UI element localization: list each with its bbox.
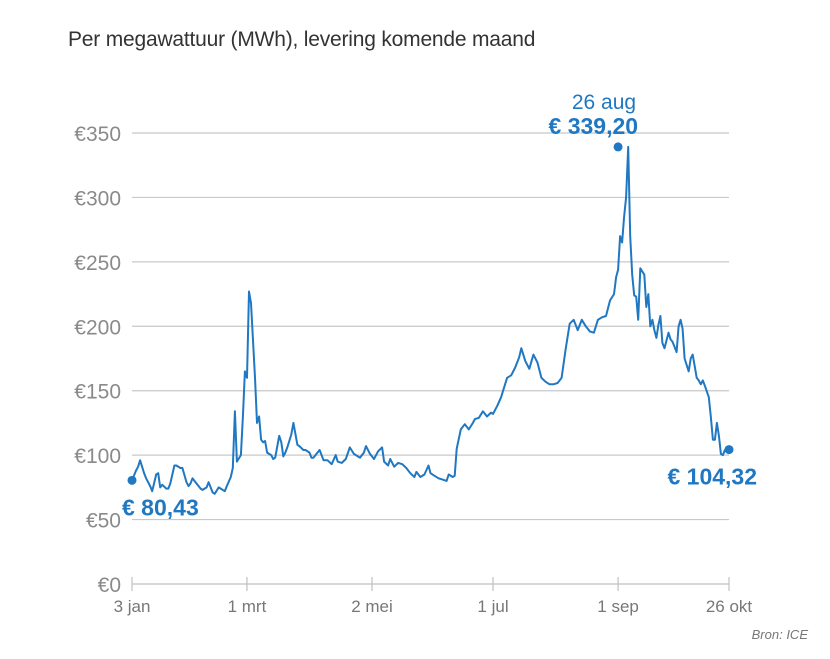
source-note: Bron: ICE	[751, 627, 808, 642]
x-axis: 3 jan 1 mrt 2 mei 1 jul 1 sep 26 okt	[114, 577, 753, 616]
y-tick-label: €0	[98, 574, 121, 597]
chart-title: Per megawattuur (MWh), levering komende …	[68, 28, 536, 51]
y-axis-ticks: €0 €50 €100 €150 €200 €250 €300 €350	[74, 123, 121, 597]
x-tick-label: 1 jul	[477, 597, 508, 616]
series-line	[131, 145, 726, 495]
annotations-group: € 80,43 26 aug€ 339,20 € 104,32	[122, 91, 757, 520]
y-tick-label: €350	[74, 123, 121, 146]
y-tick-label: €50	[86, 510, 121, 533]
y-tick-label: €100	[74, 445, 121, 468]
x-tick-label: 1 sep	[597, 597, 639, 616]
annotation-label-start: € 80,43	[122, 494, 199, 520]
gridlines	[132, 132, 729, 521]
y-tick-label: €150	[74, 381, 121, 404]
x-tick-label: 1 mrt	[228, 597, 267, 616]
series-group	[131, 145, 726, 495]
x-tick-label: 26 okt	[706, 597, 753, 616]
y-tick-label: €300	[74, 187, 121, 210]
annotation-point-start	[127, 475, 137, 485]
annotation-point-peak	[613, 142, 623, 152]
x-tick-label: 3 jan	[114, 597, 151, 616]
x-tick-label: 2 mei	[351, 597, 393, 616]
y-tick-label: €250	[74, 252, 121, 275]
annotation-label-peak: € 339,20	[549, 113, 639, 139]
y-tick-label: €200	[74, 316, 121, 339]
annotation-label-end: € 104,32	[667, 464, 757, 490]
annotation-date-peak: 26 aug	[572, 91, 636, 114]
annotation-point-end	[724, 445, 734, 455]
